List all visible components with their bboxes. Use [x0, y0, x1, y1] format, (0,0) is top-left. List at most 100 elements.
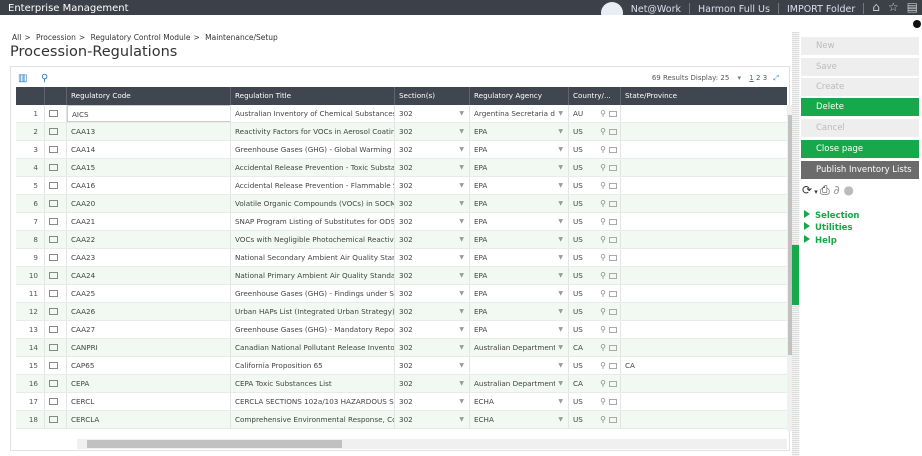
- regulatory-code-cell[interactable]: CAA21: [67, 213, 231, 230]
- regulation-title-cell[interactable]: Greenhouse Gases (GHG) - Findings under …: [231, 285, 395, 302]
- sections-cell[interactable]: 302 ▼: [395, 231, 470, 248]
- chevron-down-icon[interactable]: ▼: [459, 380, 464, 387]
- sections-cell[interactable]: 302 ▼: [395, 141, 470, 158]
- detail-icon[interactable]: [49, 326, 58, 333]
- table-row[interactable]: 5 CAA16 Accidental Release Prevention - Fl…: [16, 177, 787, 195]
- chevron-down-icon[interactable]: ▼: [459, 110, 464, 117]
- regulation-title-cell[interactable]: CERCLA SECTIONS 102a/103 HAZARDOUS SUBS: [231, 393, 395, 410]
- country-cell[interactable]: US ⚲: [569, 321, 621, 338]
- topbar-item-folder[interactable]: IMPORT Folder: [786, 4, 856, 15]
- detail-icon[interactable]: [49, 164, 58, 171]
- detail-icon[interactable]: [49, 398, 58, 405]
- regulatory-code-cell[interactable]: CAA16: [67, 177, 231, 194]
- chevron-down-icon[interactable]: ▼: [558, 236, 563, 243]
- detail-icon[interactable]: [49, 146, 58, 153]
- agency-cell[interactable]: EPA ▼: [470, 303, 569, 320]
- state-cell[interactable]: [621, 411, 776, 428]
- chevron-down-icon[interactable]: ▼: [558, 290, 563, 297]
- country-cell[interactable]: US ⚲: [569, 249, 621, 266]
- country-cell[interactable]: AU ⚲: [569, 105, 621, 122]
- detail-icon[interactable]: [49, 290, 58, 297]
- detail-icon[interactable]: [609, 363, 617, 369]
- col-regulation-title[interactable]: Regulation Title: [231, 87, 395, 105]
- table-row[interactable]: 6 CAA20 Volatile Organic Compounds (VOCs) …: [16, 195, 787, 213]
- agency-cell[interactable]: EPA ▼: [470, 321, 569, 338]
- detail-icon[interactable]: [609, 237, 617, 243]
- topbar-item-company[interactable]: Net@Work: [630, 4, 681, 15]
- state-cell[interactable]: [621, 249, 776, 266]
- sections-cell[interactable]: 302 ▼: [395, 195, 470, 212]
- chevron-down-icon[interactable]: ▼: [558, 146, 563, 153]
- chevron-down-icon[interactable]: ▼: [558, 380, 563, 387]
- detail-icon[interactable]: [609, 309, 617, 315]
- columns-icon[interactable]: ▥: [18, 73, 28, 84]
- sections-cell[interactable]: 302 ▼: [395, 357, 470, 374]
- agency-cell[interactable]: EPA ▼: [470, 159, 569, 176]
- table-row[interactable]: 3 CAA14 Greenhouse Gases (GHG) - Global Wa…: [16, 141, 787, 159]
- regulatory-code-cell[interactable]: AICS: [67, 105, 231, 122]
- country-cell[interactable]: US ⚲: [569, 357, 621, 374]
- country-cell[interactable]: US ⚲: [569, 411, 621, 428]
- regulatory-code-cell[interactable]: CERCL: [67, 393, 231, 410]
- detail-icon[interactable]: [49, 200, 58, 207]
- regulation-title-cell[interactable]: Accidental Release Prevention - Toxic Su…: [231, 159, 395, 176]
- table-row[interactable]: 2 CAA13 Reactivity Factors for VOCs in Aer…: [16, 123, 787, 141]
- detail-icon[interactable]: [609, 345, 617, 351]
- agency-cell[interactable]: EPA ▼: [470, 123, 569, 140]
- detail-icon[interactable]: [609, 183, 617, 189]
- chevron-down-icon[interactable]: ▼: [558, 128, 563, 135]
- detail-icon[interactable]: [609, 255, 617, 261]
- chevron-down-icon[interactable]: ▼: [558, 272, 563, 279]
- avatar[interactable]: [600, 2, 623, 15]
- col-regulatory-code[interactable]: Regulatory Code: [67, 87, 231, 105]
- link-selection[interactable]: Selection: [804, 210, 859, 221]
- regulation-title-cell[interactable]: National Secondary Ambient Air Quality S…: [231, 249, 395, 266]
- search-icon[interactable]: ⚲: [600, 361, 606, 370]
- country-cell[interactable]: CA ⚲: [569, 375, 621, 392]
- sections-cell[interactable]: 302 ▼: [395, 159, 470, 176]
- col-sections[interactable]: Section(s): [395, 87, 470, 105]
- breadcrumb-module[interactable]: Regulatory Control Module: [90, 33, 191, 42]
- table-row[interactable]: 11 CAA25 Greenhouse Gases (GHG) - Findings…: [16, 285, 787, 303]
- chevron-down-icon[interactable]: ▼: [558, 254, 563, 261]
- chevron-down-icon[interactable]: ▼: [558, 416, 563, 423]
- chevron-down-icon[interactable]: ▼: [459, 416, 464, 423]
- table-row[interactable]: 12 CAA26 Urban HAPs List (Integrated Urban…: [16, 303, 787, 321]
- table-row[interactable]: 1 AICS Australian Inventory of Chemical Su…: [16, 105, 787, 123]
- sections-cell[interactable]: 302 ▼: [395, 393, 470, 410]
- table-row[interactable]: 7 CAA21 SNAP Program Listing of Substitute…: [16, 213, 787, 231]
- search-icon[interactable]: ⚲: [600, 307, 606, 316]
- detail-icon[interactable]: [49, 236, 58, 243]
- chevron-down-icon[interactable]: ▼: [459, 362, 464, 369]
- chevron-down-icon[interactable]: ▾: [737, 74, 742, 82]
- detail-icon[interactable]: [609, 417, 617, 423]
- search-icon[interactable]: ⚲: [600, 199, 606, 208]
- horizontal-scrollbar[interactable]: [77, 439, 787, 449]
- search-icon[interactable]: ⚲: [600, 271, 606, 280]
- detail-icon[interactable]: [49, 110, 58, 117]
- chevron-down-icon[interactable]: ▾: [812, 188, 821, 196]
- regulation-title-cell[interactable]: Canadian National Pollutant Release Inve…: [231, 339, 395, 356]
- help-icon[interactable]: [913, 20, 921, 28]
- regulatory-code-cell[interactable]: CAA13: [67, 123, 231, 140]
- chevron-down-icon[interactable]: ▼: [459, 326, 464, 333]
- search-icon[interactable]: ⚲: [600, 145, 606, 154]
- agency-cell[interactable]: EPA ▼: [470, 285, 569, 302]
- country-cell[interactable]: US ⚲: [569, 141, 621, 158]
- search-icon[interactable]: ⚲: [600, 325, 606, 334]
- search-icon[interactable]: ⚲: [600, 109, 606, 118]
- chevron-down-icon[interactable]: ▼: [558, 110, 563, 117]
- col-regulatory-agency[interactable]: Regulatory Agency: [470, 87, 569, 105]
- state-cell[interactable]: [621, 177, 776, 194]
- country-cell[interactable]: US ⚲: [569, 393, 621, 410]
- chevron-down-icon[interactable]: ▼: [459, 344, 464, 351]
- agency-cell[interactable]: EPA ▼: [470, 177, 569, 194]
- detail-icon[interactable]: [49, 380, 58, 387]
- table-row[interactable]: 10 CAA24 National Primary Ambient Air Qual…: [16, 267, 787, 285]
- search-icon[interactable]: ⚲: [600, 253, 606, 262]
- regulation-title-cell[interactable]: Accidental Release Prevention - Flammabl…: [231, 177, 395, 194]
- detail-icon[interactable]: [609, 273, 617, 279]
- state-cell[interactable]: [621, 213, 776, 230]
- chevron-down-icon[interactable]: ▼: [459, 182, 464, 189]
- detail-icon[interactable]: [49, 416, 58, 423]
